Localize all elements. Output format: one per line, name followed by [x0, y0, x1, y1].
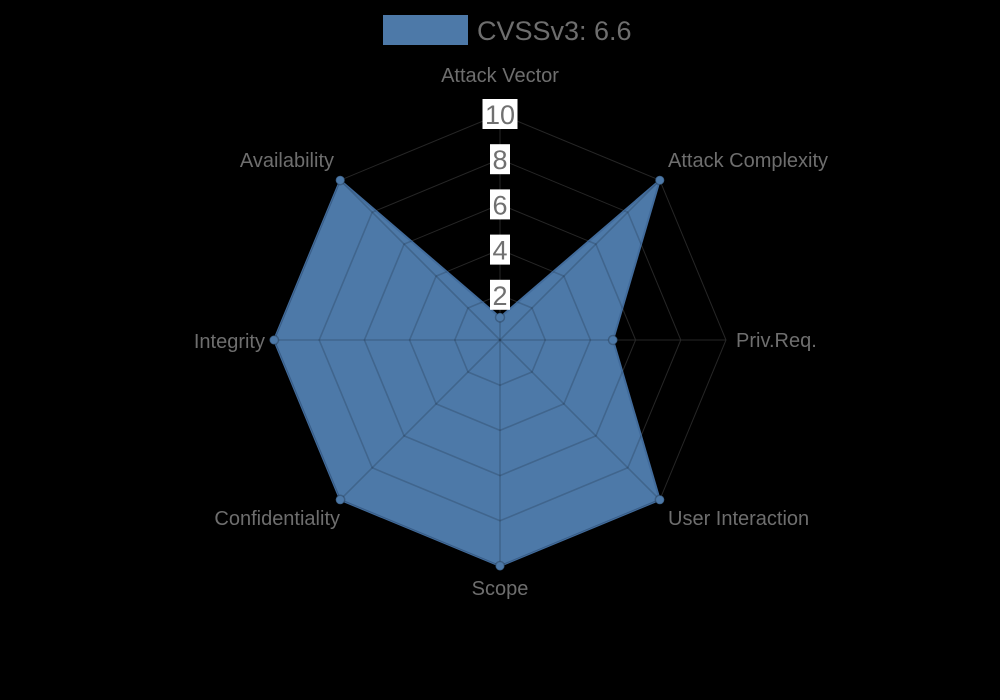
chart-legend[interactable]: CVSSv3: 6.6: [383, 15, 632, 46]
tick-backdrop: [490, 144, 510, 175]
tick-label: 2: [492, 281, 507, 311]
tick-label: 10: [485, 100, 515, 130]
data-point: [654, 174, 666, 186]
grid-spoke: [499, 339, 660, 501]
grid-ring: [453, 293, 547, 387]
grid-spoke: [339, 339, 501, 501]
tick-label: 6: [492, 190, 507, 220]
grid-spoke: [499, 180, 660, 341]
radar-point-markers: [268, 174, 666, 572]
legend-swatch[interactable]: [383, 15, 468, 45]
data-point: [494, 560, 506, 572]
tick-backdrop: [482, 99, 518, 129]
data-point: [334, 494, 346, 506]
axis-label-attack-vector: Attack Vector: [441, 65, 559, 87]
tick-backdrop: [490, 189, 510, 220]
radar-tick-labels: 2 4 6 8 10: [482, 99, 518, 311]
axis-label-attack-complexity: Attack Complexity: [668, 150, 828, 172]
legend-label[interactable]: CVSSv3: 6.6: [477, 16, 632, 46]
axis-label-priv-req: Priv.Req.: [736, 330, 817, 352]
data-point: [607, 334, 619, 346]
tick-backdrop: [490, 279, 510, 310]
radar-axis-labels: Attack Vector Attack Complexity Priv.Req. U…: [194, 65, 828, 600]
data-point: [654, 494, 666, 506]
grid-ring: [408, 248, 592, 432]
data-point: [268, 334, 280, 346]
data-point: [494, 312, 506, 323]
tick-label: 8: [492, 145, 507, 175]
tick-backdrop: [490, 234, 510, 265]
axis-label-integrity: Integrity: [194, 331, 265, 353]
axis-label-user-interaction: User Interaction: [668, 508, 809, 530]
grid-ring: [363, 203, 637, 477]
axis-label-scope: Scope: [472, 578, 529, 600]
axis-label-availability: Availability: [240, 150, 334, 172]
grid-spoke: [339, 180, 501, 341]
axis-label-confidentiality: Confidentiality: [214, 508, 340, 530]
data-point: [334, 174, 346, 186]
tick-label: 4: [492, 236, 507, 266]
